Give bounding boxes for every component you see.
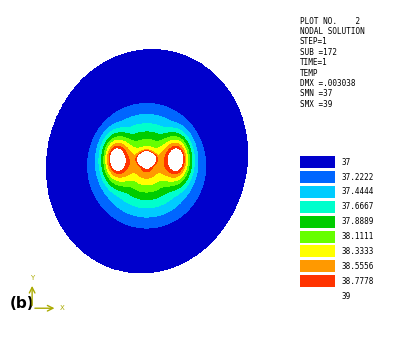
Text: 37.2222: 37.2222 [341,173,373,182]
FancyBboxPatch shape [300,171,335,183]
Text: 37.4444: 37.4444 [341,187,373,196]
FancyBboxPatch shape [300,246,335,258]
Text: (b): (b) [10,296,34,311]
FancyBboxPatch shape [300,186,335,198]
FancyBboxPatch shape [300,260,335,272]
Text: 39: 39 [341,292,350,301]
FancyBboxPatch shape [300,156,335,168]
FancyBboxPatch shape [300,216,335,228]
Text: Y: Y [30,275,34,281]
Text: PLOT NO.    2
NODAL SOLUTION
STEP=1
SUB =172
TIME=1
TEMP
DMX =.003038
SMN =37
SM: PLOT NO. 2 NODAL SOLUTION STEP=1 SUB =17… [300,17,365,109]
FancyBboxPatch shape [300,275,335,287]
Text: 38.1111: 38.1111 [341,232,373,241]
Text: 38.7778: 38.7778 [341,277,373,286]
Text: 37.8889: 37.8889 [341,217,373,226]
Text: 37.6667: 37.6667 [341,202,373,211]
Text: 38.3333: 38.3333 [341,247,373,256]
Text: 37: 37 [341,158,350,167]
Text: 38.5556: 38.5556 [341,262,373,271]
FancyBboxPatch shape [300,230,335,243]
FancyBboxPatch shape [300,201,335,213]
Text: X: X [60,305,65,311]
